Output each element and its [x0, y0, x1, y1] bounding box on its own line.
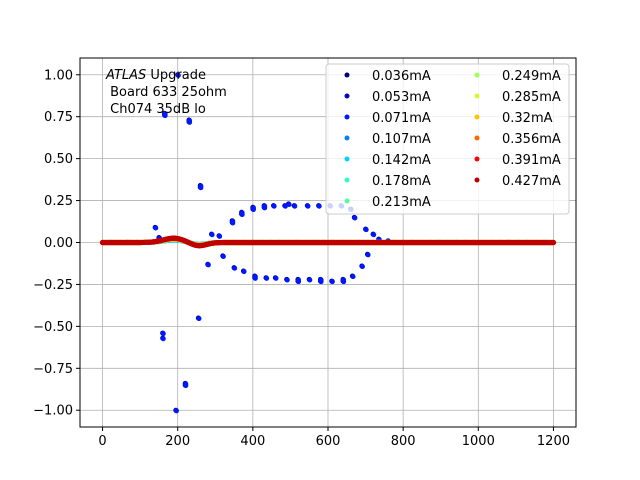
- data-point: [341, 277, 347, 283]
- data-point: [252, 275, 258, 281]
- y-tick-label: 0.00: [44, 236, 73, 251]
- legend-marker: [344, 93, 350, 99]
- data-point: [316, 203, 322, 209]
- data-point: [264, 275, 270, 281]
- legend-label: 0.427mA: [502, 174, 561, 189]
- y-tick-label: −0.25: [33, 278, 73, 293]
- data-point: [187, 118, 193, 124]
- data-point: [359, 264, 365, 270]
- annotation-upgrade: Upgrade: [146, 68, 206, 83]
- series-layer: [99, 72, 557, 414]
- data-point: [160, 331, 166, 337]
- legend-marker: [344, 198, 350, 204]
- data-point: [198, 183, 204, 189]
- data-point: [160, 336, 166, 342]
- data-point: [273, 275, 279, 281]
- annotation-line-1: ATLAS Upgrade: [105, 68, 206, 83]
- legend-marker: [344, 135, 350, 141]
- legend-label: 0.142mA: [372, 153, 431, 168]
- y-tick-label: 0.50: [44, 152, 73, 167]
- data-point: [292, 203, 298, 209]
- data-point: [352, 215, 358, 221]
- data-point: [209, 232, 215, 238]
- data-point: [365, 252, 371, 258]
- x-tick-label: 1200: [537, 434, 570, 449]
- annotation-line-3: Ch074 35dB lo: [106, 102, 206, 117]
- y-tick-label: 0.75: [44, 110, 73, 125]
- legend-label: 0.285mA: [502, 90, 561, 105]
- legend-label: 0.036mA: [372, 69, 431, 84]
- data-point: [230, 220, 236, 226]
- data-point: [241, 269, 247, 275]
- legend-marker: [474, 93, 480, 99]
- data-point: [282, 203, 288, 209]
- legend-marker: [344, 156, 350, 162]
- y-tick-label: 1.00: [44, 68, 73, 83]
- data-point: [239, 212, 245, 218]
- legend-label: 0.32mA: [502, 111, 553, 126]
- legend-marker: [474, 114, 480, 120]
- legend-label: 0.356mA: [502, 132, 561, 147]
- data-point: [220, 254, 226, 260]
- data-point: [162, 113, 168, 119]
- data-point: [271, 203, 277, 209]
- legend-frame: [325, 63, 570, 215]
- data-point: [173, 408, 179, 414]
- data-point: [205, 262, 211, 268]
- y-tick-label: −0.75: [33, 362, 73, 377]
- y-tick-label: 0.25: [44, 194, 73, 209]
- legend-marker: [344, 114, 350, 120]
- legend-label: 0.213mA: [372, 195, 431, 210]
- legend-marker: [474, 135, 480, 141]
- legend-label: 0.053mA: [372, 90, 431, 105]
- legend-marker: [344, 72, 350, 78]
- legend-marker: [474, 156, 480, 162]
- annotation-line-2: Board 633 25ohm: [106, 85, 227, 100]
- data-point: [363, 227, 369, 233]
- data-point: [329, 279, 335, 285]
- x-tick-label: 0: [98, 434, 106, 449]
- data-point: [318, 279, 324, 285]
- data-point: [250, 205, 256, 211]
- legend-label: 0.178mA: [372, 174, 431, 189]
- data-point: [262, 203, 268, 209]
- data-point: [286, 202, 292, 208]
- y-tick-label: −1.00: [33, 404, 73, 419]
- series-0.427mA: [99, 235, 557, 249]
- data-point: [183, 383, 189, 389]
- data-point: [232, 265, 238, 271]
- x-tick-label: 600: [316, 434, 341, 449]
- annotation: ATLAS Upgrade Board 633 25ohm Ch074 35dB…: [105, 68, 227, 117]
- data-point: [307, 277, 313, 283]
- data-point: [196, 316, 202, 322]
- data-point: [550, 239, 557, 246]
- data-point: [153, 225, 159, 231]
- data-point: [305, 203, 311, 209]
- data-point: [175, 72, 181, 78]
- x-tick-label: 1000: [462, 434, 495, 449]
- annotation-atlas: ATLAS: [105, 68, 146, 83]
- data-point: [296, 279, 302, 285]
- legend: 0.036mA 0.053mA 0.071mA 0.107mA 0.142mA 0.178…: [325, 63, 570, 215]
- legend-marker: [344, 177, 350, 183]
- legend-label: 0.071mA: [372, 111, 431, 126]
- data-point: [217, 233, 223, 239]
- y-axis: −1.00 −0.75 −0.50 −0.25 0.00 0.25 0.50 0.75 1.00: [33, 68, 80, 419]
- legend-label: 0.391mA: [502, 153, 561, 168]
- x-axis: 0 200 400 600 800 1000 1200: [98, 427, 570, 449]
- x-tick-label: 200: [165, 434, 190, 449]
- data-point: [371, 232, 377, 238]
- x-tick-label: 800: [391, 434, 416, 449]
- legend-marker: [474, 177, 480, 183]
- legend-marker: [474, 72, 480, 78]
- legend-label: 0.107mA: [372, 132, 431, 147]
- y-tick-label: −0.50: [33, 320, 73, 335]
- x-tick-label: 400: [240, 434, 265, 449]
- legend-label: 0.249mA: [502, 69, 561, 84]
- data-point: [350, 274, 356, 280]
- data-point: [284, 277, 290, 283]
